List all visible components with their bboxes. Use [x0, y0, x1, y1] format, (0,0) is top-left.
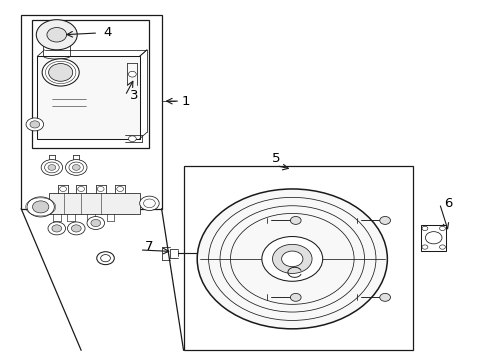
Circle shape [26, 118, 43, 131]
Circle shape [290, 293, 301, 301]
Bar [183, 166, 412, 350]
Circle shape [60, 186, 66, 192]
Text: 5: 5 [271, 152, 280, 165]
Circle shape [143, 199, 155, 208]
Circle shape [128, 136, 136, 141]
Circle shape [290, 216, 301, 224]
Circle shape [97, 186, 104, 192]
Circle shape [421, 245, 427, 249]
Circle shape [30, 121, 40, 128]
Circle shape [48, 165, 56, 170]
Text: 6: 6 [444, 197, 452, 210]
Circle shape [32, 201, 49, 213]
Text: 4: 4 [103, 27, 111, 40]
Circle shape [97, 252, 114, 265]
Circle shape [27, 197, 54, 217]
Circle shape [117, 186, 123, 192]
Circle shape [379, 216, 390, 224]
Circle shape [379, 293, 390, 301]
Circle shape [91, 220, 101, 226]
Circle shape [65, 159, 87, 175]
Text: 2: 2 [101, 252, 110, 265]
Bar [420, 225, 446, 251]
Circle shape [41, 159, 62, 175]
Circle shape [48, 222, 65, 235]
Circle shape [36, 20, 77, 50]
Text: 1: 1 [181, 95, 189, 108]
Circle shape [42, 59, 79, 86]
Bar [37, 56, 140, 139]
Circle shape [47, 27, 66, 42]
Bar [21, 15, 161, 209]
Circle shape [439, 245, 445, 249]
Circle shape [78, 186, 84, 192]
Bar [32, 21, 149, 148]
Circle shape [197, 189, 386, 329]
Circle shape [72, 165, 80, 170]
Circle shape [48, 64, 73, 81]
Circle shape [261, 237, 322, 281]
Circle shape [87, 217, 104, 229]
Circle shape [52, 225, 61, 232]
Circle shape [281, 251, 302, 267]
Circle shape [140, 196, 159, 211]
Circle shape [425, 231, 441, 244]
Circle shape [44, 162, 59, 173]
Circle shape [69, 162, 83, 173]
Text: 7: 7 [144, 240, 153, 253]
Circle shape [71, 225, 81, 232]
Circle shape [272, 244, 311, 274]
Circle shape [421, 226, 427, 230]
Text: 3: 3 [130, 89, 138, 102]
Bar [49, 193, 140, 214]
Circle shape [439, 226, 445, 230]
Circle shape [101, 255, 110, 262]
Circle shape [128, 71, 136, 77]
Circle shape [67, 222, 85, 235]
